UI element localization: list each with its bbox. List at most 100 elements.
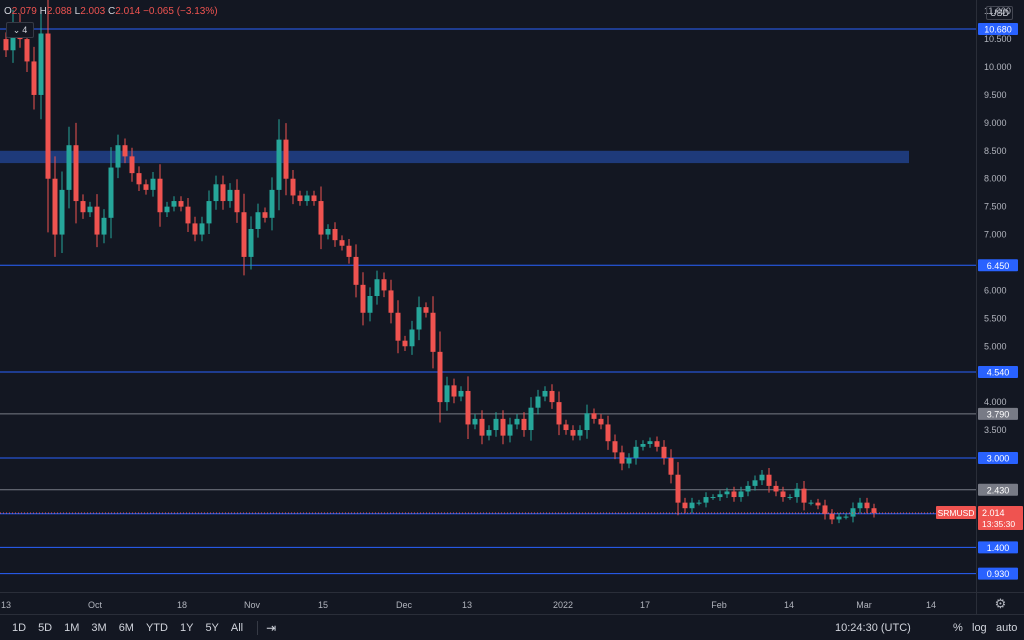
candle-body [416,307,422,330]
candle-body [521,418,527,431]
price-tick-label: 5.000 [984,341,1007,351]
candle-body [311,195,317,202]
percent-toggle[interactable]: % [953,622,963,634]
candle-body [157,178,163,213]
range-button-6m[interactable]: 6M [118,621,134,634]
candle-body [633,446,639,458]
candle-body [199,223,205,235]
price-tick-label: 9.000 [984,118,1007,128]
level-label: 3.790 [987,409,1010,419]
candle-body [24,39,30,62]
candle-body [493,418,499,431]
last-price-bg [978,506,1023,531]
candle-body [66,145,72,190]
candle-body [619,452,625,464]
range-button-1d[interactable]: 1D [12,621,27,634]
candle-body [402,340,408,347]
candle-body [52,178,58,235]
candle-body [682,502,688,509]
candle-body [458,390,464,397]
candle-body [136,173,142,185]
symbol-tag-bg [936,506,976,520]
candle-body [843,516,849,518]
range-button-5y[interactable]: 5Y [205,621,219,634]
level-label-bg [978,451,1018,464]
candle-body [612,441,618,453]
indicator-count: 4 [22,25,28,35]
price-tick-label: 7.500 [984,202,1007,212]
candle-body [297,195,303,202]
price-tick-label: 10.500 [984,34,1012,44]
candle-body [234,189,240,213]
range-button-ytd[interactable]: YTD [145,621,168,634]
candle-body [759,474,765,481]
open-label: O [4,6,12,17]
range-button-5d[interactable]: 5D [38,621,53,634]
candle-body [129,156,135,174]
auto-toggle[interactable]: auto [996,622,1018,634]
candle-body [731,491,737,498]
high-value: 2.088 [46,6,72,17]
candle-body [192,223,198,235]
candle-body [801,488,807,503]
candle-body [423,307,429,313]
candle-body [808,502,814,504]
candle-body [3,39,9,51]
time-axis[interactable]: 13 Oct 18 Nov 15 Dec 13 2022 17 Feb 14 Mar 14 [0,592,976,614]
candle-body [766,474,772,486]
candle-body [850,508,856,517]
chart-settings-button[interactable]: ⚙ [976,592,1024,614]
candle-body [388,290,394,313]
candle-body [507,424,513,436]
range-button-1y[interactable]: 1Y [179,621,194,634]
candle-body [836,516,842,520]
range-buttons: 1D 5D 1M 3M 6M YTD 1Y 5Y All [6,622,249,634]
range-button-all[interactable]: All [230,621,244,634]
candle-body [472,418,478,425]
candle-body [710,497,716,499]
candle-body [185,206,191,224]
close-label: C [108,6,116,17]
candle-body [584,413,590,431]
candle-body [59,189,65,235]
log-toggle[interactable]: log [972,622,987,634]
utc-time[interactable]: 10:24:30 (UTC) [835,622,911,634]
candle-body [780,491,786,498]
candle-body [276,139,282,190]
candle-body [108,167,114,218]
candlestick-chart[interactable]: SRMUSD [0,0,976,592]
candle-body [122,145,128,157]
candle-body [661,446,667,458]
candle-body [346,245,352,257]
time-tick-label: Dec [396,600,413,610]
candle-body [241,212,247,257]
candle-body [248,228,254,257]
candle-body [80,201,86,213]
candle-body [227,189,233,202]
candle-body [528,407,534,431]
low-value: 2.003 [80,6,106,17]
time-tick-label: 18 [177,600,187,610]
candle-body [213,184,219,202]
candle-body [577,430,583,436]
candle-body [640,444,646,447]
candle-body [689,502,695,509]
candle-body [696,502,702,504]
time-tick-label: 14 [784,600,794,610]
price-tick-label: 11.000 [984,6,1011,16]
candle-body [675,474,681,503]
candle-body [871,508,877,514]
chart-area[interactable]: SRMUSD [0,0,976,592]
candle-body [549,390,555,403]
currency-button[interactable]: USD [986,6,1014,20]
candle-body [857,502,863,509]
candle-body [304,195,310,202]
low-label: L [74,6,81,17]
candle-body [605,424,611,442]
range-button-3m[interactable]: 3M [91,621,107,634]
candle-body [451,385,457,397]
price-axis[interactable]: 10.6806.4504.5403.7903.0002.4302.0001.40… [976,0,1024,592]
indicators-collapse-button[interactable]: ⌄ 4 [6,22,34,38]
range-button-1m[interactable]: 1M [64,621,80,634]
calendar-range-icon[interactable]: ⇥ [266,620,277,635]
